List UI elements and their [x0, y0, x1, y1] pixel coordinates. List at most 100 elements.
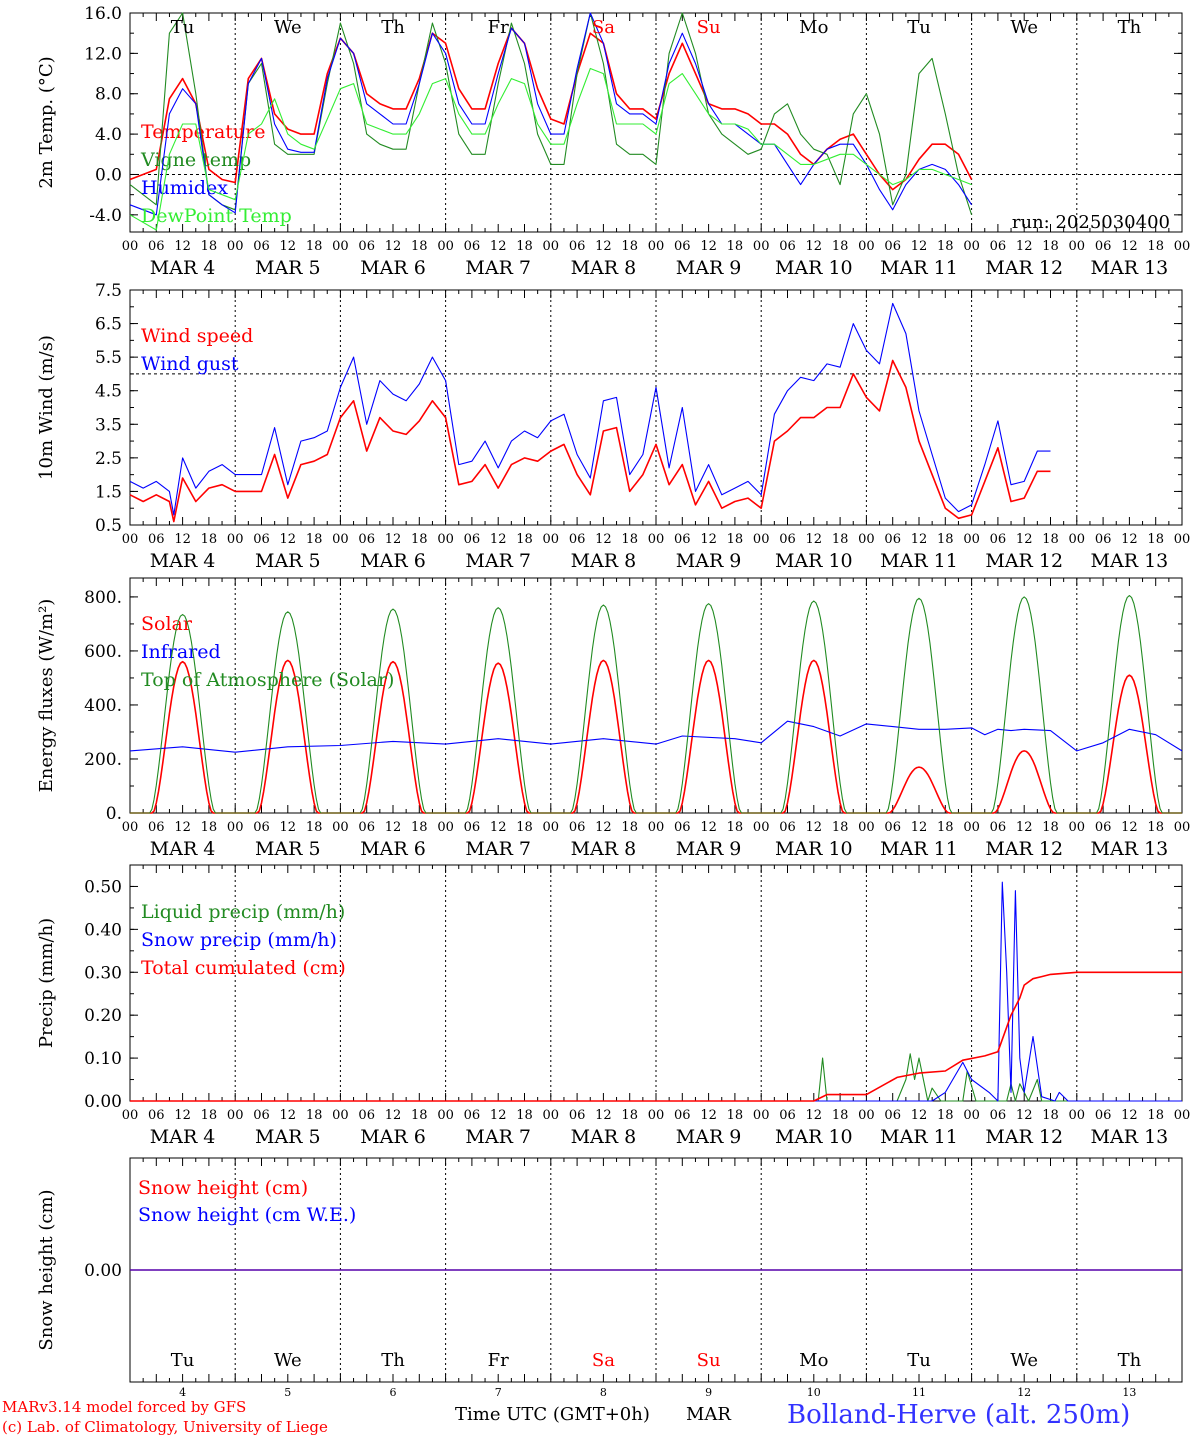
series-line-vigne-temp	[129, 12, 973, 215]
series-line-humidex	[129, 12, 973, 216]
hour-tick-label: 18	[411, 1108, 428, 1123]
hour-tick-label: 12	[490, 532, 507, 547]
hour-tick-label: 18	[832, 532, 849, 547]
hour-tick-label: 06	[358, 820, 375, 835]
hour-tick-label: 00	[1174, 1108, 1191, 1123]
hour-tick-label: 12	[806, 820, 823, 835]
day-number-label: 7	[495, 1386, 502, 1399]
hour-tick-label: 06	[569, 239, 586, 254]
date-label: MAR 10	[775, 1126, 853, 1148]
hour-tick-label: 18	[937, 239, 954, 254]
date-label: MAR 9	[676, 550, 742, 572]
weekday-label: Mo	[799, 17, 828, 38]
weekday-label: Th	[1118, 17, 1142, 38]
day-number-label: 8	[600, 1386, 607, 1399]
hour-tick-label: 00	[963, 532, 980, 547]
hour-tick-label: 00	[753, 820, 770, 835]
hour-tick-label: 06	[990, 239, 1007, 254]
y-tick-label: 600.	[84, 642, 122, 662]
date-label: MAR 11	[880, 838, 958, 860]
hour-tick-label: 06	[779, 1108, 796, 1123]
hour-tick-label: 12	[1121, 532, 1138, 547]
hour-tick-label: 12	[700, 239, 717, 254]
hour-tick-label: 18	[1147, 1108, 1164, 1123]
legend-vigne-temp: Vigne temp	[140, 149, 251, 171]
hour-tick-label: 12	[174, 532, 191, 547]
date-label: MAR 5	[255, 257, 321, 279]
hour-tick-label: 00	[1069, 239, 1086, 254]
chart-panel-1: 16.0 12.0 8.0 4.0 0.0 -4.0 2m Temp. (°C) Temper…	[36, 4, 1190, 279]
date-label: MAR 8	[571, 1126, 637, 1148]
day-number-label: 11	[912, 1386, 926, 1399]
hour-tick-label: 06	[674, 1108, 691, 1123]
hour-tick-label: 18	[411, 532, 428, 547]
hour-tick-label: 00	[648, 1108, 665, 1123]
date-label: MAR 6	[360, 550, 426, 572]
date-label: MAR 8	[571, 257, 637, 279]
y-tick-label: 0.	[106, 804, 122, 824]
hour-tick-label: 18	[1042, 1108, 1059, 1123]
hour-tick-label: 18	[411, 820, 428, 835]
hour-tick-label: 12	[1016, 1108, 1033, 1123]
hour-tick-label: 12	[490, 820, 507, 835]
date-label: MAR 6	[360, 838, 426, 860]
hour-tick-label: 00	[1174, 820, 1191, 835]
hour-tick-label: 06	[253, 820, 270, 835]
date-label: MAR 13	[1091, 838, 1169, 860]
hour-tick-label: 06	[569, 1108, 586, 1123]
date-label: MAR 7	[465, 1126, 531, 1148]
time-axis-label: Time UTC (GMT+0h)	[455, 1404, 650, 1425]
hour-tick-label: 06	[358, 532, 375, 547]
weekday-label: Th	[1118, 1350, 1142, 1371]
hour-tick-label: 18	[1042, 820, 1059, 835]
hour-tick-label: 12	[911, 1108, 928, 1123]
hour-tick-label: 06	[1095, 239, 1112, 254]
legend-snow-precip-mm-h-: Snow precip (mm/h)	[141, 929, 337, 951]
date-label: MAR 4	[150, 838, 216, 860]
hour-tick-label: 06	[253, 1108, 270, 1123]
date-label: MAR 4	[150, 1126, 216, 1148]
weekday-label: Fr	[488, 17, 509, 38]
y-tick-label: 0.40	[84, 920, 122, 940]
hour-tick-label: 00	[227, 1108, 244, 1123]
hour-tick-label: 06	[990, 532, 1007, 547]
hour-tick-label: 18	[727, 532, 744, 547]
hour-tick-label: 06	[990, 820, 1007, 835]
hour-tick-label: 06	[1095, 820, 1112, 835]
hour-tick-label: 00	[437, 239, 454, 254]
hour-tick-label: 12	[1016, 239, 1033, 254]
hour-tick-label: 06	[884, 239, 901, 254]
y-tick-label: 0.0	[95, 165, 122, 185]
hour-tick-label: 12	[806, 1108, 823, 1123]
y-tick-label: 0.50	[84, 877, 122, 897]
hour-tick-label: 06	[148, 532, 165, 547]
y-tick-label: 8.0	[95, 85, 122, 105]
hour-tick-label: 18	[516, 532, 533, 547]
hour-tick-label: 00	[963, 1108, 980, 1123]
hour-tick-label: 06	[779, 532, 796, 547]
weekday-label: Fr	[488, 1350, 509, 1371]
legend-humidex: Humidex	[141, 177, 228, 199]
legend-liquid-precip-mm-h-: Liquid precip (mm/h)	[141, 901, 345, 923]
hour-tick-label: 12	[595, 532, 612, 547]
month-label: MAR	[686, 1404, 731, 1425]
run-label: run: 2025030400	[1012, 212, 1170, 233]
y-tick-label: 4.0	[95, 125, 122, 145]
hour-tick-label: 00	[648, 820, 665, 835]
y-tick-label: 3.5	[95, 415, 122, 435]
hour-tick-label: 18	[937, 820, 954, 835]
day-number-label: 10	[807, 1386, 821, 1399]
hour-tick-label: 12	[595, 820, 612, 835]
legend-wind-gust: Wind gust	[141, 353, 239, 375]
day-number-label: 9	[705, 1386, 712, 1399]
hour-tick-label: 12	[174, 1108, 191, 1123]
hour-tick-label: 18	[306, 532, 323, 547]
date-label: MAR 8	[571, 838, 637, 860]
weekday-label: Tu	[171, 17, 195, 38]
series-line-infrared	[129, 720, 1183, 753]
station-label: Bolland-Herve (alt. 250m)	[787, 1400, 1131, 1430]
y-tick-label: 0.30	[84, 963, 122, 983]
date-label: MAR 7	[465, 550, 531, 572]
hour-tick-label: 12	[806, 532, 823, 547]
date-label: MAR 12	[985, 257, 1063, 279]
